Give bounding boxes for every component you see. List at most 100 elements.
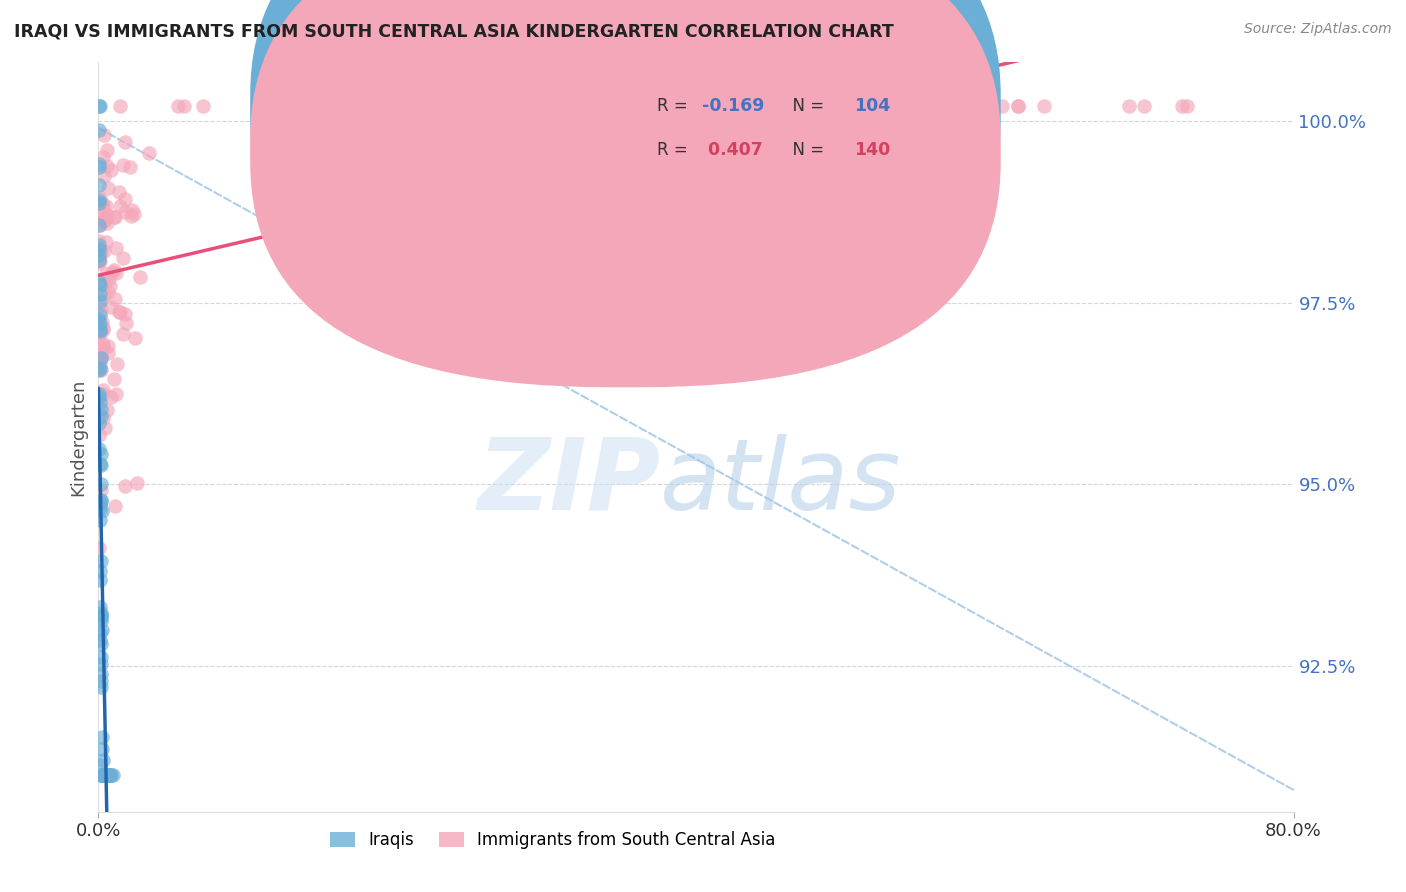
Point [91, 337, 114, 351]
Point [105, 357, 128, 371]
Point [114, 193, 136, 207]
Point [89, 99, 111, 113]
Point [1175, 99, 1198, 113]
Point [89, 246, 111, 260]
Point [90, 315, 112, 329]
Point [114, 479, 136, 493]
Point [87, 416, 110, 430]
Point [91, 730, 114, 744]
Point [87, 256, 110, 270]
Point [91, 768, 114, 782]
Point [90, 504, 112, 518]
Point [100, 163, 122, 178]
Point [93, 169, 115, 183]
Point [89, 317, 111, 331]
Point [166, 99, 188, 113]
Point [93, 128, 115, 142]
Point [87, 178, 110, 193]
Point [104, 266, 127, 280]
Point [93, 753, 115, 767]
Point [138, 145, 160, 160]
Point [90, 492, 112, 507]
Point [105, 387, 128, 401]
Point [104, 211, 127, 225]
Point [276, 99, 298, 113]
Point [91, 323, 114, 337]
Point [108, 305, 131, 319]
Point [89, 390, 111, 404]
Point [90, 401, 112, 416]
Point [121, 203, 143, 218]
Point [89, 355, 111, 369]
Point [94, 207, 117, 221]
Point [103, 262, 125, 277]
Point [89, 361, 111, 376]
Point [114, 307, 136, 321]
Point [87, 157, 110, 171]
Point [349, 99, 371, 113]
Point [87, 252, 110, 267]
Point [90, 623, 112, 637]
Point [87, 205, 110, 219]
Text: 0.407: 0.407 [702, 141, 762, 159]
Point [89, 573, 111, 587]
Point [89, 276, 111, 290]
Point [91, 768, 114, 782]
Point [90, 667, 112, 681]
Point [87, 442, 110, 456]
Point [1171, 99, 1194, 113]
Point [697, 99, 720, 113]
Point [936, 99, 959, 113]
Point [456, 99, 478, 113]
Point [93, 768, 115, 782]
Point [90, 409, 112, 423]
Point [91, 383, 114, 397]
Text: R =: R = [657, 141, 693, 159]
Point [97, 346, 120, 360]
Point [93, 768, 115, 782]
Point [91, 340, 114, 354]
Point [411, 99, 433, 113]
Point [100, 391, 122, 405]
Point [93, 768, 115, 782]
Point [87, 196, 110, 211]
Point [98, 279, 121, 293]
Point [87, 349, 110, 363]
Point [87, 321, 110, 335]
Point [89, 254, 111, 268]
Text: IRAQI VS IMMIGRANTS FROM SOUTH CENTRAL ASIA KINDERGARTEN CORRELATION CHART: IRAQI VS IMMIGRANTS FROM SOUTH CENTRAL A… [14, 22, 894, 40]
Point [108, 185, 131, 199]
Point [91, 768, 114, 782]
Point [89, 564, 111, 578]
Text: ZIP: ZIP [477, 434, 661, 531]
Point [1007, 99, 1029, 113]
Point [87, 218, 110, 232]
Point [108, 304, 131, 318]
Point [120, 160, 142, 174]
FancyBboxPatch shape [250, 0, 1001, 387]
Point [91, 768, 114, 782]
Point [96, 267, 118, 281]
Point [89, 316, 111, 330]
Point [633, 99, 655, 113]
Point [89, 324, 111, 338]
Text: 104: 104 [853, 97, 890, 115]
Point [89, 238, 111, 252]
Point [89, 322, 111, 336]
Point [96, 159, 118, 173]
Point [835, 99, 858, 113]
Point [120, 209, 142, 223]
Point [96, 199, 118, 213]
Point [89, 395, 111, 409]
Point [101, 768, 124, 782]
Point [90, 211, 112, 225]
Point [87, 235, 110, 249]
Point [90, 768, 112, 782]
Point [90, 674, 112, 689]
Point [90, 609, 112, 624]
Point [112, 158, 135, 172]
Text: -0.169: -0.169 [702, 97, 765, 115]
Point [87, 99, 110, 113]
Point [90, 608, 112, 623]
Point [90, 649, 112, 664]
